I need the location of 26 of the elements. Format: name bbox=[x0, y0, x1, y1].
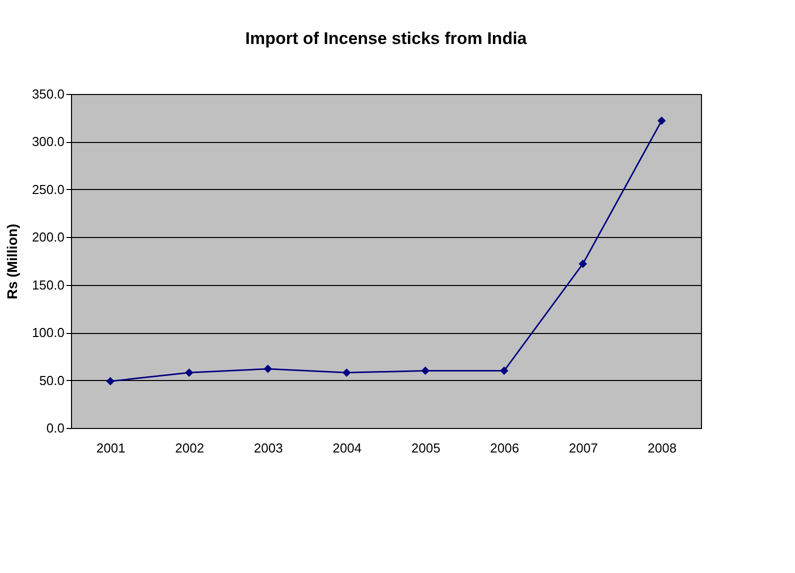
point bbox=[421, 366, 430, 375]
x-tick-label: 2001 bbox=[96, 440, 126, 456]
x-tick-label: 2007 bbox=[568, 440, 598, 456]
x-tick-label: 2004 bbox=[332, 440, 362, 456]
point bbox=[106, 377, 115, 386]
y-tick-label: 0.0 bbox=[46, 420, 64, 436]
y-tick-label: 200.0 bbox=[32, 230, 64, 245]
point bbox=[184, 368, 194, 377]
point bbox=[578, 260, 588, 268]
point bbox=[500, 366, 508, 375]
x-tick-label: 2008 bbox=[648, 440, 677, 456]
y-axis-title: Rs (Million) bbox=[4, 224, 20, 300]
x-tick-label: 2003 bbox=[254, 440, 283, 456]
y-tick-label: 300.0 bbox=[32, 134, 64, 150]
x-tick-label: 2006 bbox=[490, 440, 520, 456]
chart-title: Import of Incense sticks from India bbox=[245, 29, 528, 48]
y-tick-label: 150.0 bbox=[32, 277, 64, 292]
point bbox=[342, 368, 351, 377]
y-tick-label: 50.0 bbox=[39, 372, 64, 388]
y-tick-label: 100.0 bbox=[32, 325, 64, 340]
point bbox=[657, 116, 666, 125]
x-tick-label: 2002 bbox=[175, 440, 204, 456]
y-tick-label: 250.0 bbox=[32, 182, 64, 197]
point bbox=[264, 364, 272, 374]
y-tick-label: 350.0 bbox=[32, 86, 64, 102]
x-tick-label: 2005 bbox=[411, 440, 440, 456]
